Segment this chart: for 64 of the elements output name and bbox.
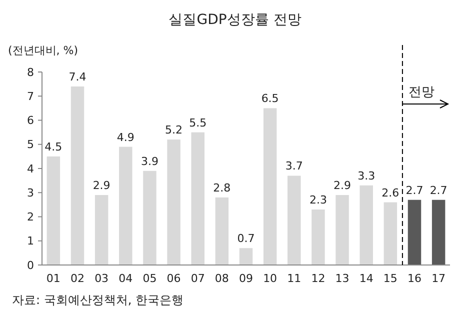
x-tick-label: 02: [70, 272, 85, 285]
data-label: 2.3: [309, 194, 327, 207]
bar: [215, 197, 229, 265]
bar: [46, 156, 60, 265]
bar: [408, 200, 422, 265]
data-label: 2.7: [430, 184, 448, 197]
y-tick-label: 7: [27, 90, 34, 103]
text: 자료: 국회예산정책처, 한국은행: [12, 293, 184, 307]
y-tick-label: 1: [27, 234, 34, 248]
data-label: 2.9: [334, 179, 352, 192]
data-label: 3.7: [285, 160, 303, 173]
x-tick-label: 01: [46, 272, 60, 285]
bar: [263, 108, 277, 265]
data-label: 3.3: [358, 169, 376, 182]
y-axis-title: (전년대비, %): [8, 44, 78, 57]
x-tick-label: 16: [407, 272, 422, 285]
bar: [384, 202, 398, 265]
annotation: 전망: [408, 85, 434, 100]
data-label: 0.7: [237, 232, 255, 246]
x-tick-label: 12: [311, 272, 326, 285]
x-tick-label: 07: [190, 272, 205, 285]
x-tick-label: 04: [118, 272, 133, 285]
data-label: 5.5: [189, 116, 207, 130]
x-tick-label: 14: [359, 272, 374, 285]
bar: [119, 146, 132, 265]
bar: [70, 86, 84, 265]
y-tick-label: 0: [27, 258, 34, 272]
y-tick-label: 3: [27, 186, 34, 200]
x-tick-label: 06: [166, 272, 181, 285]
bar: [312, 210, 325, 265]
data-label: 2.8: [213, 181, 231, 194]
data-label: 4.9: [116, 130, 134, 144]
chart-title: 실질GDP성장률 전망: [168, 12, 302, 28]
x-tick-label: 05: [142, 272, 157, 285]
data-label: 4.5: [44, 140, 62, 154]
x-tick-label: 15: [383, 272, 398, 285]
y-tick-label: 5: [27, 138, 34, 152]
bar: [167, 140, 180, 265]
data-label: 7.4: [68, 70, 86, 84]
x-tick-label: 11: [287, 272, 302, 285]
bar: [288, 176, 301, 265]
data-label: 3.9: [140, 154, 158, 168]
data-label: 6.5: [261, 92, 279, 106]
bar: [191, 132, 204, 265]
bar: [336, 195, 349, 265]
data-label: 5.2: [165, 124, 183, 137]
x-tick-label: 17: [432, 272, 446, 285]
y-tick-label: 6: [27, 114, 34, 128]
bar: [94, 195, 108, 265]
y-tick-label: 8: [27, 66, 34, 79]
data-label: 2.6: [382, 186, 400, 200]
bar: [239, 248, 253, 265]
bar: [432, 200, 446, 265]
x-tick-label: 09: [239, 272, 253, 285]
y-tick-label: 4: [27, 162, 34, 176]
x-tick-label: 03: [94, 272, 109, 285]
x-tick-label: 08: [214, 272, 229, 285]
data-label: 2.7: [406, 184, 424, 197]
y-tick-label: 2: [27, 210, 34, 224]
x-tick-label: 13: [335, 272, 350, 285]
data-label: 2.9: [92, 179, 110, 192]
bar: [360, 185, 373, 265]
bar: [143, 170, 156, 265]
x-tick-label: 10: [263, 272, 278, 285]
